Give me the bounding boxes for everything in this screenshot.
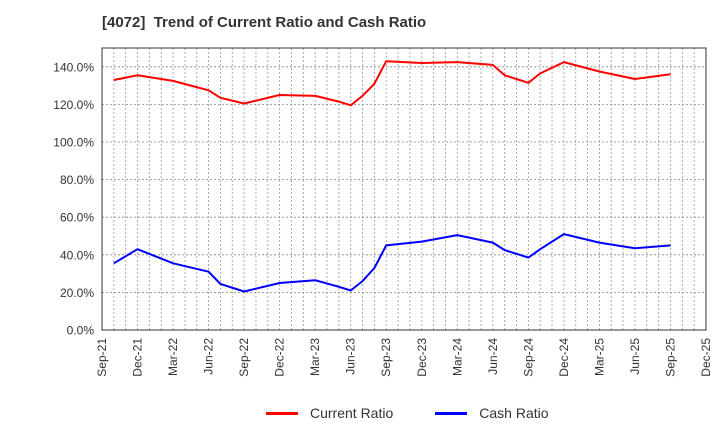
y-tick-label: 80.0% [60, 173, 94, 187]
y-tick-label: 140.0% [53, 60, 94, 74]
y-tick-label: 120.0% [53, 98, 94, 112]
x-tick-label: Mar-25 [592, 338, 606, 376]
x-tick-label: Dec-25 [699, 338, 713, 377]
x-tick-label: Dec-24 [557, 338, 571, 377]
x-tick-label: Sep-21 [95, 338, 109, 377]
legend: Current Ratio Cash Ratio [266, 405, 591, 421]
y-axis: 0.0% 20.0% 40.0% 60.0% 80.0% 100.0% 120.0% 140.… [53, 60, 94, 337]
y-tick-label: 20.0% [60, 286, 94, 300]
y-tick-label: 100.0% [53, 136, 94, 150]
x-tick-label: Dec-22 [273, 338, 287, 377]
x-axis: Sep-21 Dec-21 Mar-22 Jun-22 Sep-22 Dec-22 Mar-… [95, 338, 713, 377]
cash-ratio-swatch-icon [435, 411, 468, 415]
chart-title: [4072] Trend of Current Ratio and Cash R… [102, 14, 427, 31]
legend-item-current-ratio: Current Ratio [266, 405, 393, 421]
x-tick-label: Jun-22 [202, 338, 216, 375]
gridlines [102, 48, 706, 330]
y-tick-label: 0.0% [67, 324, 95, 338]
legend-label: Current Ratio [310, 405, 394, 421]
y-tick-label: 40.0% [60, 248, 94, 262]
x-tick-label: Sep-22 [237, 338, 251, 377]
x-tick-label: Mar-23 [308, 338, 322, 376]
x-tick-label: Mar-24 [450, 338, 464, 376]
series-line [113, 233, 671, 293]
x-tick-label: Jun-23 [344, 338, 358, 375]
data-series [113, 60, 671, 293]
x-tick-label: Jun-24 [486, 338, 500, 375]
plot-frame [101, 47, 707, 331]
x-tick-label: Sep-25 [663, 338, 677, 377]
x-tick-label: Sep-23 [379, 338, 393, 377]
x-tick-label: Sep-24 [521, 338, 535, 377]
series-line [113, 60, 671, 107]
x-tick-label: Dec-23 [415, 338, 429, 377]
x-tick-label: Mar-22 [166, 338, 180, 376]
current-ratio-swatch-icon [266, 411, 298, 415]
legend-item-cash-ratio: Cash Ratio [435, 405, 549, 421]
legend-label: Cash Ratio [479, 405, 549, 421]
x-tick-label: Dec-21 [131, 338, 145, 377]
x-tick-label: Jun-25 [628, 338, 642, 375]
y-tick-label: 60.0% [60, 211, 94, 225]
